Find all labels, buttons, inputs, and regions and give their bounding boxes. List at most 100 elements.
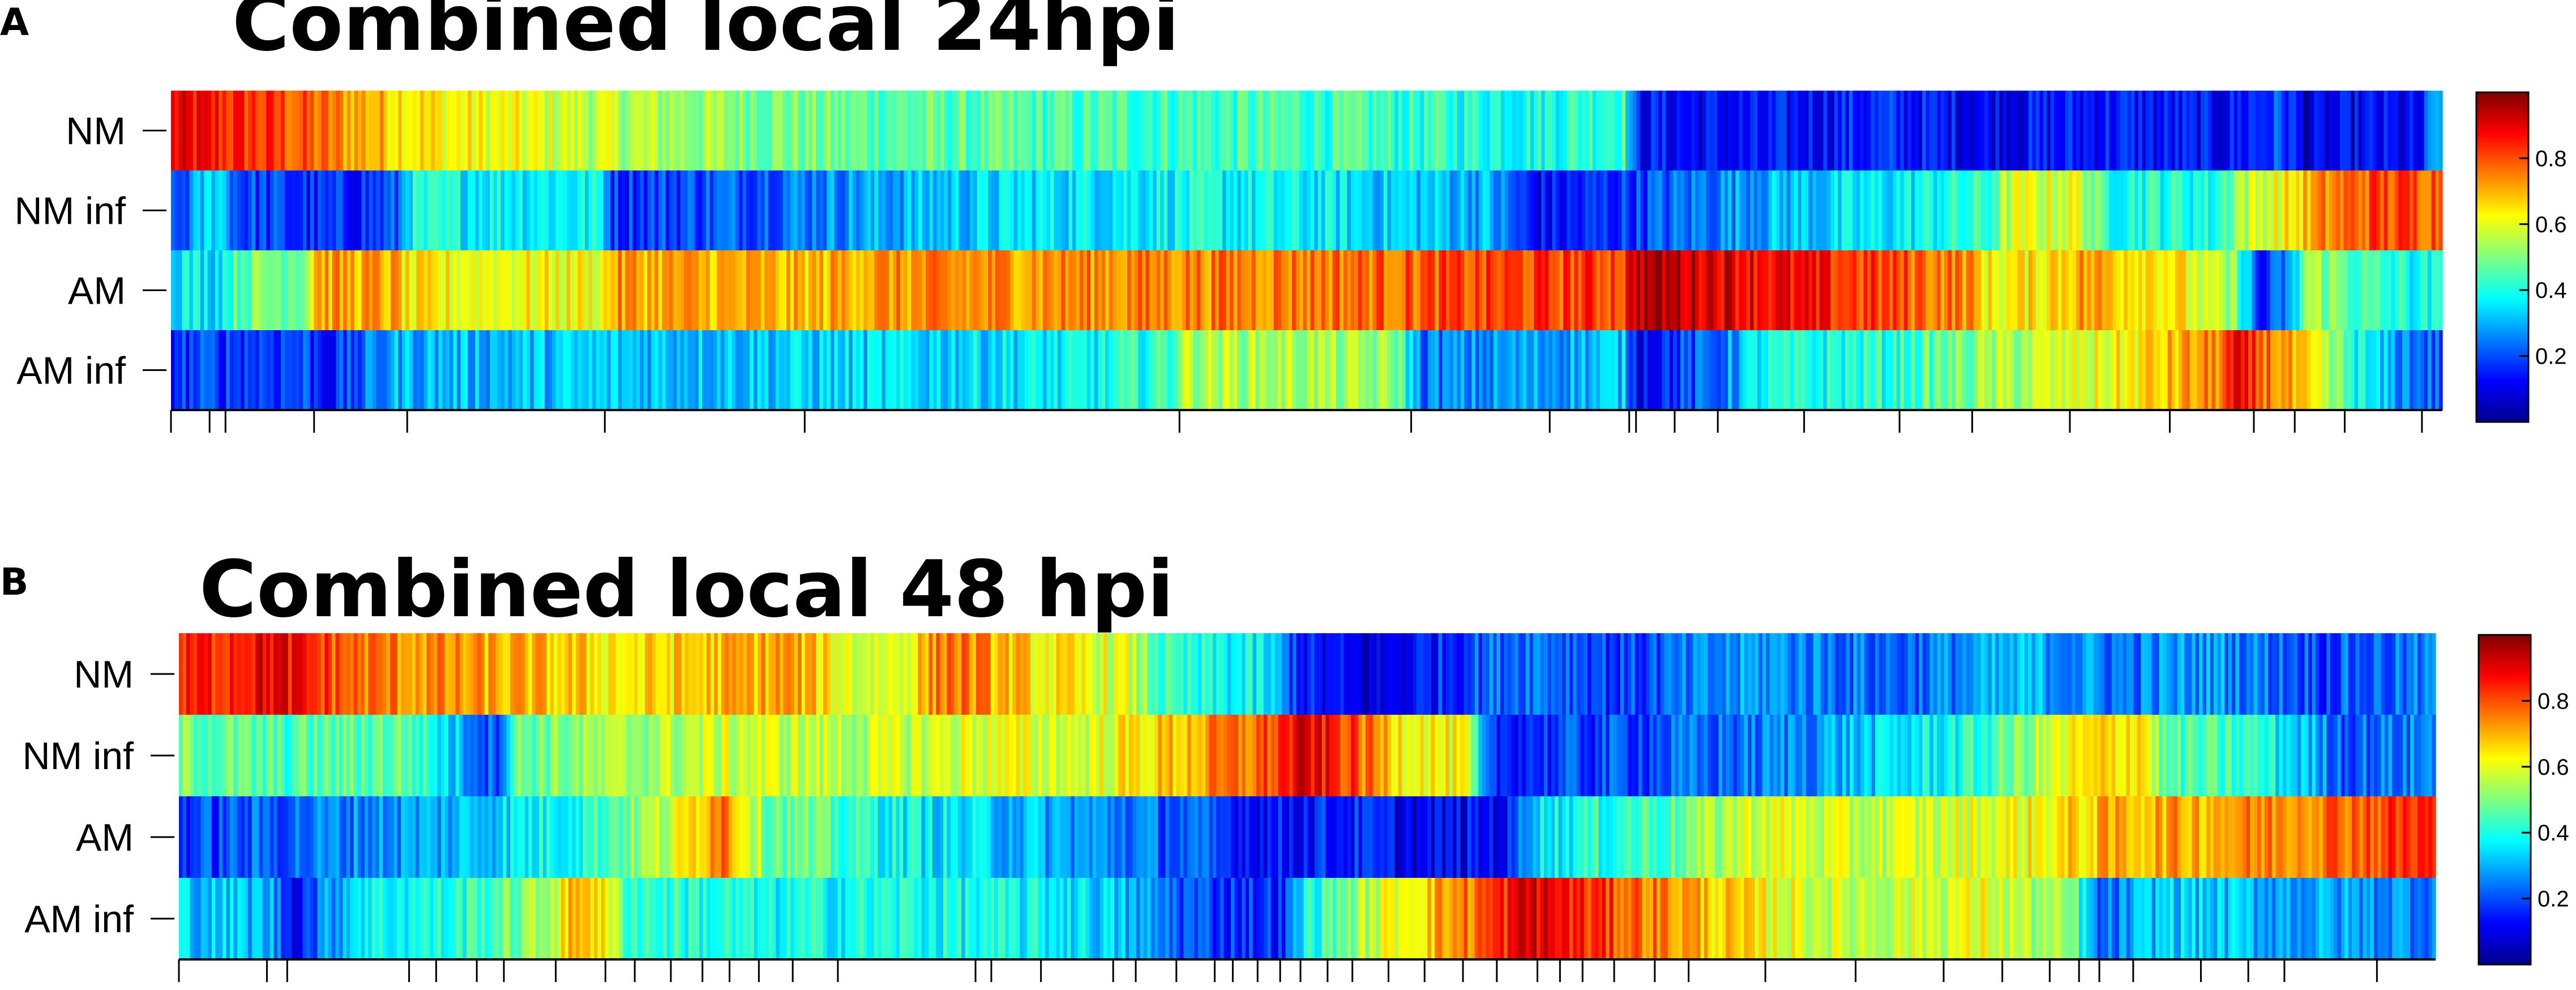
heatmap-cell [1354, 250, 1359, 330]
heatmap-cell [2322, 878, 2327, 959]
heatmap-cell [779, 170, 784, 250]
heatmap-cell [1240, 250, 1245, 330]
heatmap-cell [332, 715, 336, 796]
heatmap-cell [1863, 250, 1868, 330]
heatmap-cell [1204, 330, 1208, 410]
heatmap-cell [1907, 796, 1912, 878]
heatmap-cell [2339, 91, 2344, 170]
heatmap-cell [515, 91, 520, 170]
heatmap-cell [1831, 633, 1835, 715]
heatmap-cell [1285, 715, 1290, 796]
heatmap-cell [1602, 715, 1606, 796]
heatmap-cell [1629, 91, 1633, 170]
heatmap-cell [1328, 91, 1333, 170]
heatmap-cell [1153, 250, 1157, 330]
heatmap-cell [1251, 330, 1256, 410]
heatmap-cell [1918, 250, 1923, 330]
heatmap-cell [878, 878, 882, 959]
heatmap-cell [310, 796, 314, 878]
heatmap-cell [1006, 170, 1011, 250]
heatmap-cell [680, 330, 684, 410]
heatmap-cell [626, 878, 631, 959]
heatmap-cell [361, 330, 366, 410]
heatmap-cell [1200, 91, 1205, 170]
heatmap-cell [1435, 633, 1439, 715]
heatmap-cell [2264, 796, 2269, 878]
heatmap-cell [666, 715, 671, 796]
heatmap-cell [790, 250, 794, 330]
heatmap-cell [683, 250, 688, 330]
heatmap-cell [554, 796, 558, 878]
heatmap-cell [1812, 330, 1817, 410]
heatmap-cell [1749, 170, 1755, 250]
heatmap-cell [1278, 878, 1282, 959]
heatmap-cell [200, 796, 205, 878]
heatmap-cell [196, 170, 201, 250]
heatmap-cell [1038, 633, 1042, 715]
heatmap-cell [1864, 796, 1868, 878]
heatmap-cell [957, 796, 962, 878]
heatmap-cell [2120, 170, 2124, 250]
heatmap-cell [775, 250, 780, 330]
heatmap-cell [2053, 878, 2057, 959]
heatmap-cell [1820, 715, 1825, 796]
heatmap-cell [845, 715, 849, 796]
heatmap-cell [456, 170, 461, 250]
heatmap-cell [1657, 878, 1661, 959]
heatmap-cell [545, 250, 549, 330]
heatmap-cell [859, 91, 864, 170]
heatmap-cell [563, 330, 567, 410]
heatmap-cell [1227, 878, 1231, 959]
heatmap-cell [1445, 796, 1450, 878]
heatmap-cell [1233, 170, 1238, 250]
heatmap-cell [434, 170, 439, 250]
heatmap-cell [1372, 170, 1377, 250]
heatmap-cell [1882, 715, 1886, 796]
heatmap-cell [2177, 715, 2181, 796]
heatmap-cell [648, 878, 653, 959]
heatmap-cell [2369, 170, 2373, 250]
heatmap-cell [510, 796, 515, 878]
heatmap-cell [460, 91, 465, 170]
heatmap-cell [211, 878, 216, 959]
heatmap-cell [1039, 91, 1043, 170]
heatmap-cell [1886, 633, 1890, 715]
heatmap-cell [453, 170, 457, 250]
heatmap-cell [185, 170, 190, 250]
heatmap-cell [1784, 715, 1788, 796]
heatmap-cell [1724, 330, 1728, 410]
heatmap-cell [925, 715, 929, 796]
heatmap-cell [1740, 878, 1745, 959]
heatmap-cell [1904, 715, 1909, 796]
heatmap-cell [506, 878, 511, 959]
heatmap-cell [1449, 250, 1454, 330]
heatmap-cell [2424, 633, 2429, 715]
heatmap-cell [962, 250, 966, 330]
heatmap-cell [714, 796, 718, 878]
heatmap-cell [746, 878, 751, 959]
heatmap-cell [532, 878, 536, 959]
heatmap-cell [1490, 91, 1494, 170]
heatmap-cell [2417, 715, 2421, 796]
heatmap-cell [863, 633, 867, 715]
heatmap-cell [1530, 330, 1534, 410]
heatmap-cell [1634, 878, 1639, 959]
heatmap-cell [499, 878, 503, 959]
heatmap-cell [1431, 91, 1436, 170]
heatmap-cell [724, 330, 729, 410]
heatmap-cell [1504, 633, 1508, 715]
heatmap-cell [699, 715, 704, 796]
heatmap-cell [1288, 91, 1293, 170]
heatmap-cell [2149, 91, 2154, 170]
heatmap-cell [1669, 250, 1674, 330]
heatmap-cell [545, 91, 549, 170]
heatmap-cell [1973, 91, 1978, 170]
heatmap-cell [1321, 715, 1326, 796]
heatmap-cell [2319, 715, 2323, 796]
heatmap-cell [430, 715, 434, 796]
heatmap-cell [2373, 715, 2378, 796]
heatmap-cell [1970, 250, 1974, 330]
heatmap-cell [1817, 878, 1821, 959]
heatmap-cell [2177, 796, 2181, 878]
heatmap-cell [626, 715, 631, 796]
